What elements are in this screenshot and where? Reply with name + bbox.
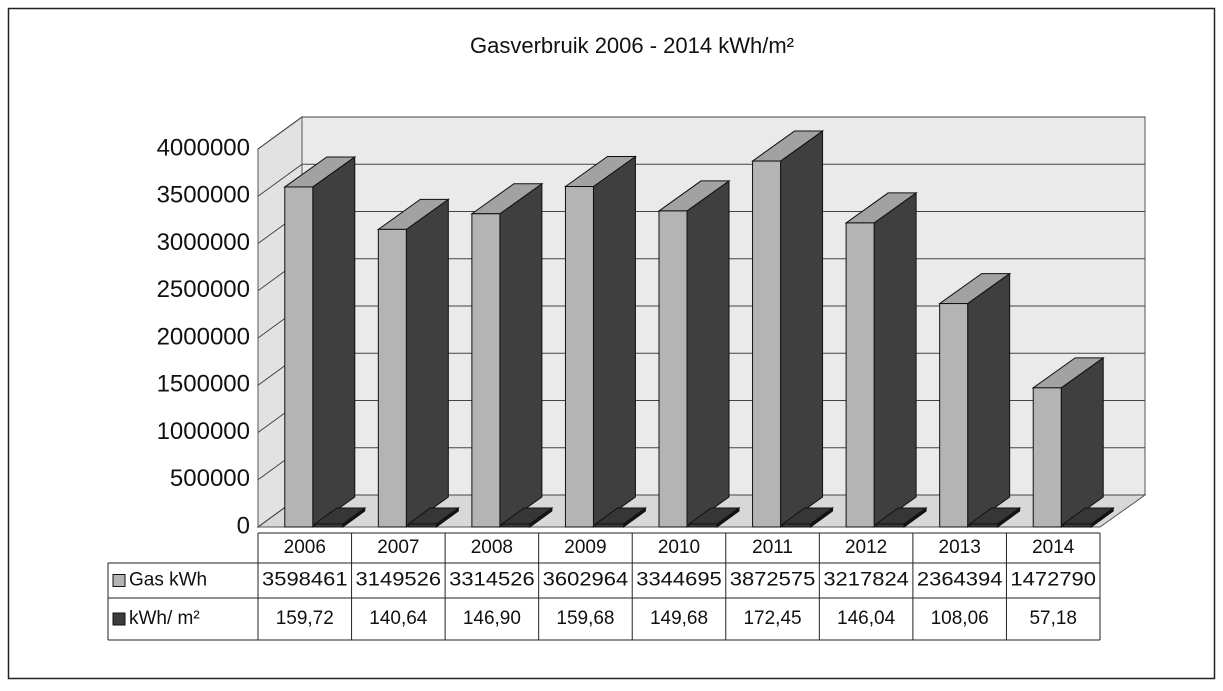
- x-tick-label: 2006: [284, 537, 326, 558]
- x-tick-label: 2013: [939, 537, 981, 558]
- y-tick-label: 4000000: [157, 134, 250, 161]
- bar-side: [686, 179, 730, 528]
- bar-front: [969, 523, 999, 528]
- y-tick-label: 2000000: [157, 323, 250, 350]
- bar-front: [688, 523, 718, 528]
- x-tick-label: 2011: [752, 537, 793, 558]
- y-tick-label: 3000000: [157, 229, 250, 256]
- bar: [844, 191, 918, 528]
- bar-front: [782, 523, 812, 528]
- y-tick-label: 0: [237, 512, 250, 539]
- legend-label: Gas kWh: [129, 570, 207, 591]
- data-label: 146,90: [463, 608, 521, 629]
- x-tick-label: 2007: [377, 537, 419, 558]
- bar-side: [780, 130, 824, 528]
- bar-front: [939, 303, 969, 528]
- data-label: 172,45: [743, 608, 801, 629]
- data-label: 146,04: [837, 608, 896, 629]
- data-label: 3344695: [636, 570, 722, 591]
- bar-front: [284, 186, 314, 528]
- bar: [968, 507, 1022, 528]
- data-label: 3872575: [730, 570, 816, 591]
- bar-side: [405, 198, 449, 528]
- bar-front: [658, 210, 688, 528]
- bar: [687, 507, 741, 528]
- bar-front: [564, 186, 594, 528]
- bars: [283, 130, 1115, 528]
- data-label: 159,72: [276, 608, 334, 629]
- y-tick-label: 1000000: [157, 418, 250, 445]
- bar: [593, 507, 647, 528]
- bar: [874, 507, 928, 528]
- bar-front: [594, 523, 624, 528]
- data-label: 140,64: [369, 608, 428, 629]
- bar: [313, 507, 367, 528]
- grid-line: [257, 163, 1145, 197]
- bar: [406, 507, 460, 528]
- bar: [563, 155, 638, 528]
- bar: [781, 507, 835, 528]
- data-label: 3149526: [356, 570, 442, 591]
- legend-swatch: [112, 574, 126, 587]
- bar-front: [845, 222, 875, 528]
- bar-front: [752, 160, 782, 528]
- bar: [500, 507, 554, 528]
- legend-label: kWh/ m²: [129, 608, 200, 629]
- bar: [470, 182, 544, 528]
- bar-front: [1032, 387, 1062, 528]
- data-table: 2006 2007 2008 2009 2010 2011 2012 2013 2014 Gas …: [107, 532, 1101, 641]
- data-label: 3314526: [449, 570, 535, 591]
- bar: [1061, 507, 1115, 528]
- x-tick-label: 2012: [845, 537, 887, 558]
- bar: [376, 198, 450, 528]
- bar-side: [499, 182, 543, 528]
- grid-line: [257, 116, 1145, 150]
- x-tick-label: 2010: [658, 537, 700, 558]
- y-tick-label: 2500000: [157, 276, 250, 303]
- bar-side: [873, 191, 917, 528]
- x-tick-label: 2014: [1032, 537, 1075, 558]
- bar: [283, 155, 357, 528]
- bar-front: [407, 523, 437, 528]
- bar: [938, 272, 1012, 528]
- data-label: 149,68: [650, 608, 708, 629]
- data-label: 3598461: [262, 570, 348, 591]
- chart-title: Gasverbruik 2006 - 2014 kWh/m²: [470, 33, 794, 58]
- data-label: 57,18: [1029, 608, 1077, 629]
- data-label: 3217824: [823, 570, 909, 591]
- bar-front: [377, 228, 407, 528]
- data-label: 3602964: [543, 570, 629, 591]
- bar-side: [967, 272, 1011, 528]
- x-tick-label: 2008: [471, 537, 513, 558]
- y-tick-label: 1500000: [157, 371, 250, 398]
- bar-front: [501, 523, 531, 528]
- data-label: 159,68: [556, 608, 614, 629]
- data-label: 108,06: [931, 608, 989, 629]
- bar-side: [312, 155, 356, 528]
- data-label: 1472790: [1010, 570, 1096, 591]
- bar-front: [314, 523, 344, 528]
- bar-front: [1062, 523, 1092, 528]
- y-tick-label: 3500000: [157, 182, 250, 209]
- bar-front: [471, 213, 501, 528]
- y-tick-label: 500000: [170, 465, 250, 492]
- bar-front: [875, 523, 905, 528]
- bar: [1031, 356, 1105, 528]
- data-label: 2364394: [917, 570, 1003, 591]
- bar: [657, 179, 731, 528]
- x-tick-label: 2009: [564, 537, 606, 558]
- bar-side: [592, 155, 636, 528]
- bar: [750, 130, 825, 528]
- legend-swatch: [112, 612, 126, 626]
